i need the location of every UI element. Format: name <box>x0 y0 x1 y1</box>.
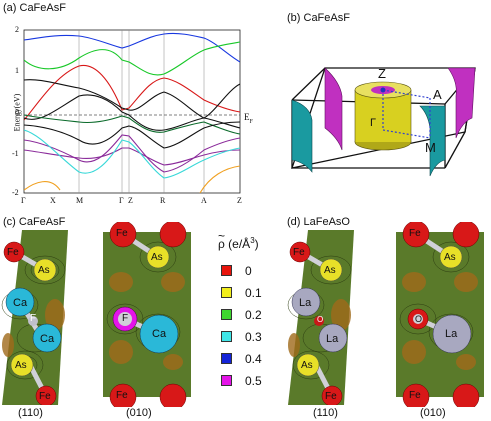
miller-d-110: (110) <box>313 407 338 419</box>
panel-b-label: (b) CaFeAsF <box>287 12 350 24</box>
ytick-0: 0 <box>15 108 19 117</box>
atom-d-la-3: La <box>445 328 458 340</box>
band-cyan <box>24 129 240 179</box>
atom-d-fe-4: Fe <box>409 390 421 401</box>
atom-fe-1: Fe <box>7 247 19 258</box>
legend-value: 0 <box>245 264 252 278</box>
atom-d-fe-2: Fe <box>325 391 337 402</box>
band-blue <box>24 32 240 63</box>
atom-d-o: O <box>317 315 324 324</box>
legend-value: 0.5 <box>245 374 262 388</box>
atom-d-la-1: La <box>299 297 312 309</box>
fermi-label: EF <box>244 112 253 125</box>
fs-sheet-cyan-left <box>291 99 313 173</box>
legend-swatch <box>221 375 232 386</box>
miller-d-010: (010) <box>420 407 446 419</box>
legend-value: 0.4 <box>245 352 262 366</box>
point-a: A <box>433 87 442 102</box>
atom-as-1: As <box>38 265 50 276</box>
kpoint-z-1: Z <box>128 196 133 205</box>
atom-ca-3: Ca <box>152 328 167 340</box>
legend-value: 0.3 <box>245 330 262 344</box>
legend-swatch <box>221 309 232 320</box>
ytick-neg2: -2 <box>12 188 19 197</box>
atom-as-2: As <box>15 360 27 371</box>
kpoint-gamma-1: Γ <box>21 196 26 205</box>
band-structure-plot <box>0 0 270 205</box>
legend-swatch <box>221 331 232 342</box>
band-orange <box>199 165 240 193</box>
kpoint-x: X <box>50 196 56 205</box>
kpoint-r: R <box>160 196 166 205</box>
atom-f: F <box>30 313 37 324</box>
point-m: M <box>425 140 436 155</box>
miller-c-110: (110) <box>18 407 43 419</box>
band-red <box>24 64 240 121</box>
atom-d-o-2: O <box>415 314 423 324</box>
atom-fe-4: Fe <box>116 390 128 401</box>
legend-title: ρ ~ (e/Å3) <box>218 229 259 251</box>
plot-frame <box>23 29 241 194</box>
legend-value: 0.2 <box>245 308 262 322</box>
band-black-1 <box>24 79 240 119</box>
point-gamma: Γ <box>370 117 377 129</box>
atom-d-fe-3: Fe <box>409 228 421 239</box>
fs-sheet-magenta-left <box>324 67 343 151</box>
atom-fe-2: Fe <box>39 391 51 402</box>
atom-d-as-2: As <box>301 360 313 371</box>
point-z: Z <box>378 66 386 81</box>
density-map-d-010 <box>396 220 484 411</box>
atom-d-fe-1: Fe <box>293 247 305 258</box>
panel-a-label: (a) CaFeAsF <box>3 2 66 14</box>
fs-sheet-cyan-right <box>419 105 446 177</box>
atom-fe-3: Fe <box>116 228 128 239</box>
miller-c-010: (010) <box>126 407 152 419</box>
atom-f-2: F <box>122 313 129 324</box>
kpoint-a: A <box>201 196 207 205</box>
ytick-2: 2 <box>15 25 19 34</box>
fermi-surface <box>280 30 491 205</box>
panel-c-label: (c) CaFeAsF <box>3 216 66 228</box>
legend-swatch <box>221 265 232 276</box>
atom-ca-1: Ca <box>13 297 28 309</box>
kpoint-z-2: Z <box>237 196 242 205</box>
legend-value: 0.1 <box>245 286 262 300</box>
legend: 0 0.1 0.2 0.3 0.4 0.5 <box>221 264 281 388</box>
atom-d-la-2: La <box>326 333 339 345</box>
fs-sheet-magenta-right <box>447 67 476 139</box>
legend-swatch <box>221 353 232 364</box>
band-green <box>24 41 240 76</box>
kpoint-m: M <box>76 196 84 205</box>
atom-ca-2: Ca <box>40 333 55 345</box>
density-map-c-010 <box>103 220 191 411</box>
atom-as-3: As <box>151 252 163 263</box>
band-purple <box>24 134 240 173</box>
legend-swatch <box>221 287 232 298</box>
y-axis-label: Energy(eV) <box>12 93 22 132</box>
atom-d-as-3: As <box>444 252 456 263</box>
ytick-1: 1 <box>15 66 19 75</box>
kpoint-gamma-2: Γ <box>119 196 124 205</box>
ytick-neg1: -1 <box>12 149 19 158</box>
density-map-c-110 <box>0 230 80 407</box>
panel-d-label: (d) LaFeAsO <box>287 216 350 228</box>
atom-d-as-1: As <box>324 265 336 276</box>
density-map-d-110 <box>286 230 366 407</box>
